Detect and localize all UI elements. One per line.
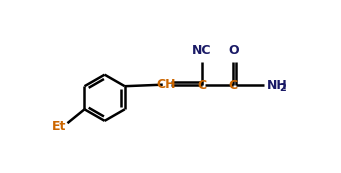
- Text: NH: NH: [267, 79, 287, 92]
- Text: 2: 2: [279, 83, 286, 93]
- Text: NC: NC: [192, 44, 211, 57]
- Text: O: O: [229, 44, 239, 57]
- Text: Et: Et: [51, 120, 66, 133]
- Text: CH: CH: [156, 78, 176, 91]
- Text: C: C: [197, 79, 206, 92]
- Text: C: C: [228, 79, 237, 92]
